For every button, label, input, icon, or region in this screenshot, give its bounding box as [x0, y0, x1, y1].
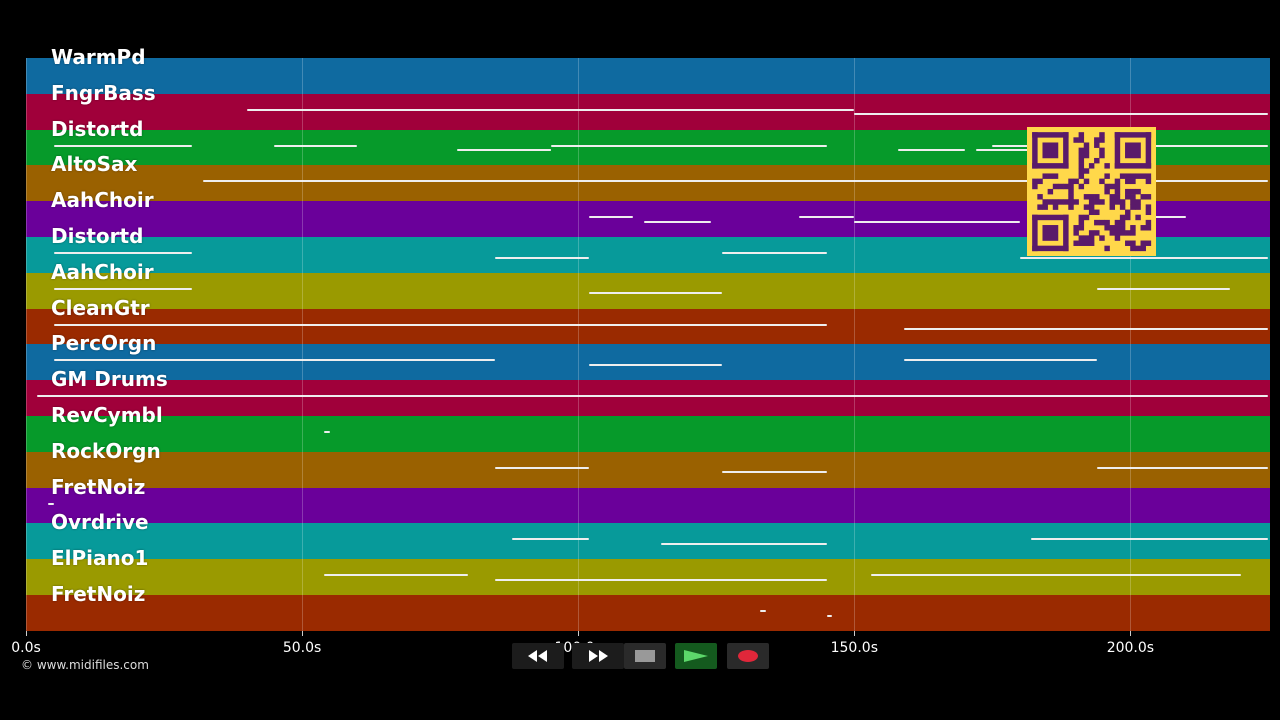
play-icon: [684, 650, 708, 662]
track-label: FngrBass: [51, 80, 156, 105]
note-bar: [1097, 466, 1269, 469]
note-bar: [854, 220, 1020, 223]
note-bar: [799, 216, 855, 219]
note-bar: [854, 113, 1269, 116]
note-bar: [53, 323, 827, 326]
axis-tick-label: 50.0s: [282, 640, 322, 656]
track-label: AahChoir: [51, 259, 154, 284]
track-label: RockOrgn: [51, 438, 161, 463]
note-bar: [37, 395, 1269, 398]
note-bar: [589, 364, 722, 367]
note-bar: [324, 574, 468, 577]
grid-line: [302, 58, 304, 631]
copyright-text: © www.midifiles.com: [21, 658, 149, 672]
track-label: Ovrdrive: [51, 510, 149, 535]
rewind-button[interactable]: [512, 643, 564, 669]
note-bar: [53, 252, 192, 255]
note-bar: [550, 144, 662, 147]
note-bar: [274, 144, 358, 147]
track-label: CleanGtr: [51, 295, 150, 320]
track-lane: [26, 559, 1270, 596]
grid-line: [1130, 58, 1132, 631]
transport-controls: [510, 643, 770, 670]
track-label: Distortd: [51, 224, 144, 248]
note-bar: [898, 149, 965, 152]
note-bar: [622, 144, 827, 147]
note-bar: [760, 610, 766, 613]
note-bar: [324, 431, 330, 434]
note-bar: [53, 359, 496, 362]
note-bar: [903, 328, 1269, 331]
grid-line: [26, 58, 27, 631]
note-bar: [721, 252, 827, 255]
note-bar: [589, 292, 722, 295]
axis-tick-label: 150.0s: [830, 640, 878, 656]
qr-pattern: [1032, 132, 1152, 252]
note-bar: [1097, 287, 1230, 290]
record-icon: [738, 650, 758, 662]
track-label: PercOrgn: [51, 331, 157, 356]
track-label: Distortd: [51, 116, 144, 141]
note-bar: [53, 144, 192, 147]
track-lane: [26, 487, 1270, 525]
track-lane: [26, 416, 1270, 453]
axis-tick: [1130, 631, 1132, 636]
track-lane: [26, 344, 1270, 382]
axis-tick-label: 0.0s: [11, 640, 41, 656]
qr-code-icon[interactable]: [1027, 127, 1156, 256]
track-label: RevCymbl: [51, 403, 163, 427]
note-bar: [870, 574, 1241, 577]
track-lane: [26, 451, 1270, 489]
note-bar: [53, 287, 192, 290]
stop-icon: [635, 650, 655, 662]
track-lane: [26, 93, 1270, 131]
note-bar: [202, 180, 1269, 183]
track-label: FretNoiz: [51, 474, 146, 499]
note-bar: [511, 538, 590, 541]
track-lane: [26, 272, 1270, 310]
note-bar: [495, 466, 590, 469]
track-label: AltoSax: [51, 152, 138, 177]
note-bar: [246, 108, 855, 111]
fast-forward-icon: [589, 650, 608, 662]
note-bar: [721, 471, 827, 474]
track-label: WarmPd: [51, 45, 146, 69]
track-label: FretNoiz: [51, 582, 146, 606]
track-label: ElPiano1: [51, 546, 149, 571]
track-lane: [26, 380, 1270, 417]
axis-tick: [578, 631, 580, 636]
track-lane: [26, 595, 1270, 631]
axis-tick-label: 200.0s: [1106, 640, 1155, 656]
note-bar: [456, 149, 551, 152]
note-bar: [589, 216, 634, 219]
note-bar: [661, 543, 827, 546]
track-lane: [26, 308, 1270, 346]
play-button[interactable]: [675, 643, 717, 669]
note-bar: [644, 220, 711, 223]
stop-button[interactable]: [624, 643, 666, 669]
note-bar: [826, 614, 833, 617]
record-button[interactable]: [727, 643, 769, 669]
track-lane: [26, 58, 1270, 95]
axis-tick: [302, 631, 304, 636]
track-lane: [26, 523, 1270, 561]
note-bar: [1019, 256, 1269, 259]
axis-tick: [854, 631, 856, 636]
note-bar: [1031, 538, 1269, 541]
track-label: AahChoir: [51, 188, 154, 213]
note-bar: [495, 578, 827, 581]
rewind-icon: [528, 650, 547, 662]
grid-line: [578, 58, 580, 631]
note-bar: [48, 502, 54, 505]
axis-tick: [26, 631, 27, 636]
fast-forward-button[interactable]: [572, 643, 624, 669]
track-label: GM Drums: [51, 367, 168, 392]
note-bar: [495, 256, 590, 259]
note-bar: [903, 359, 1098, 362]
grid-line: [854, 58, 856, 631]
